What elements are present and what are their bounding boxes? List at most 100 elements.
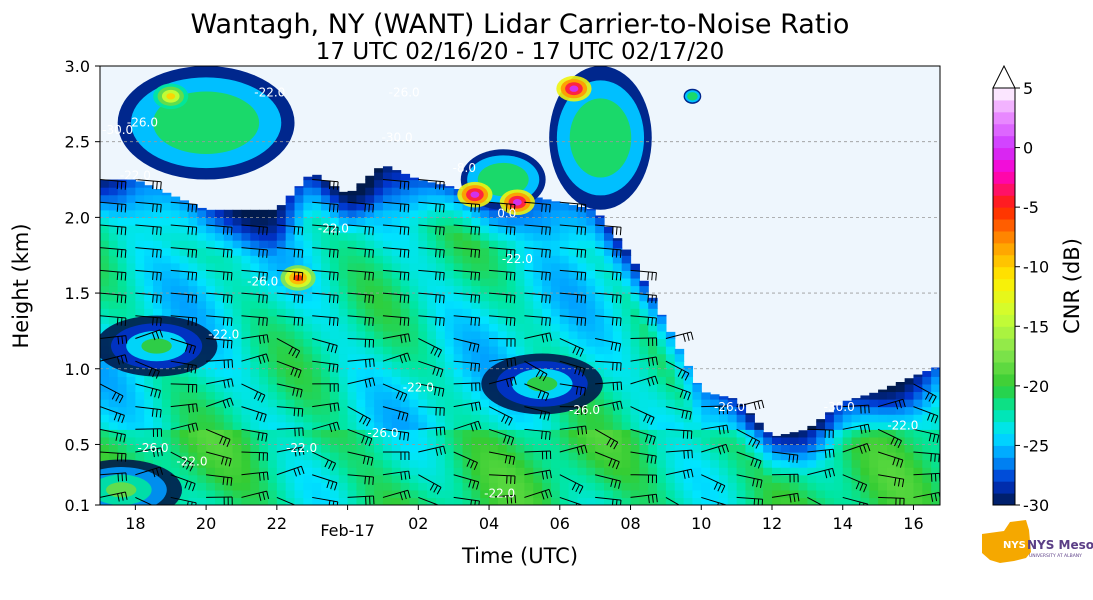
echo-cell [223,406,234,415]
echo-cell [418,202,428,211]
wind-barb-flag [613,441,619,450]
echo-cell [268,209,278,218]
echo-cell [922,371,932,377]
echo-cell [153,300,163,309]
echo-cell [303,406,313,415]
echo-cell [480,399,490,408]
echo-cell [329,436,340,446]
echo-cell [462,240,472,249]
echo-cell [303,429,313,438]
wind-barb-flag [936,434,940,443]
colorbar-segment [993,195,1015,208]
echo-cell [550,421,561,430]
wind-barb-flag [124,295,127,304]
echo-cell [533,421,543,430]
echo-cell [356,421,366,430]
wind-barb-shaft [418,360,444,370]
wind-barb-shaft [489,292,515,296]
echo-cell [604,474,614,483]
wind-barb-flag [545,431,547,440]
echo-cell [444,262,455,271]
echo-cell [161,240,172,249]
echo-cell [356,452,366,461]
echo-cell [427,399,437,408]
echo-cell [409,224,419,234]
enhanced-cnr-region [569,85,579,92]
echo-cell [586,353,596,362]
echo-cell [391,293,402,302]
echo-cell [639,315,649,324]
echo-cell [444,444,455,453]
wind-barb-flag [796,455,799,464]
echo-cell [524,315,534,324]
echo-cell [471,232,481,241]
echo-cell [462,209,472,218]
echo-cell [250,444,260,453]
echo-cell [223,474,234,483]
wind-barb-flag [300,466,305,474]
wind-barb-flag [332,226,335,235]
echo-cell [718,482,729,491]
echo-cell [692,399,702,408]
wind-barb [418,406,445,416]
wind-barb [524,360,548,382]
wind-barb-flag [336,181,339,190]
echo-cell [515,255,526,264]
echo-cell [409,187,419,196]
echo-cell [480,232,490,241]
echo-cell [100,436,110,446]
echo-cell [374,293,384,302]
echo-cell [913,374,923,377]
echo-cell [710,444,720,453]
echo-cell [400,262,411,271]
echo-cell [206,414,216,423]
echo-cell [665,497,676,505]
echo-cell [657,406,667,415]
echo-cell [639,474,649,483]
colorbar-tick-label: -10 [1023,258,1049,277]
wind-barb-shaft [205,397,231,408]
wind-barb-flag [190,364,193,373]
echo-cell [524,497,534,505]
echo-cell [268,232,278,241]
colorbar-segment [993,350,1015,363]
wind-barb [347,292,374,304]
echo-cell [197,414,207,423]
echo-cell [374,202,384,211]
echo-cell [276,262,287,271]
wind-barb-flag [443,295,445,304]
echo-cell [913,452,923,461]
echo-cell [550,201,561,203]
wind-barb-flag [443,317,445,327]
echo-cell [206,467,216,476]
wind-barb-flag [690,469,694,478]
echo-cell [206,277,216,287]
echo-cell [913,406,923,415]
wind-barb-flag [615,317,618,326]
echo-cell [206,209,216,218]
wind-barb-flag [368,294,370,303]
wind-barb-flag [541,226,543,235]
echo-cell [356,262,366,271]
echo-cell [444,209,455,218]
echo-cell [268,436,278,446]
wind-barb-flag [717,483,722,492]
echo-cell [126,285,136,294]
wind-barb [382,333,411,344]
wind-barb-flag [505,203,508,212]
echo-cell [250,452,260,461]
echo-cell [710,394,720,400]
echo-cell [250,414,260,423]
wind-barb-flag [407,227,410,236]
echo-cell [842,467,853,476]
echo-cell [524,421,534,430]
echo-cell [418,421,428,430]
echo-cell [294,368,304,377]
echo-cell [595,277,605,287]
echo-cell [170,224,181,234]
wind-barb-flag [293,468,297,477]
wind-barb-shaft [701,474,726,487]
echo-cell [550,217,561,226]
echo-cell [878,399,888,408]
wind-barb-flag [151,332,156,341]
